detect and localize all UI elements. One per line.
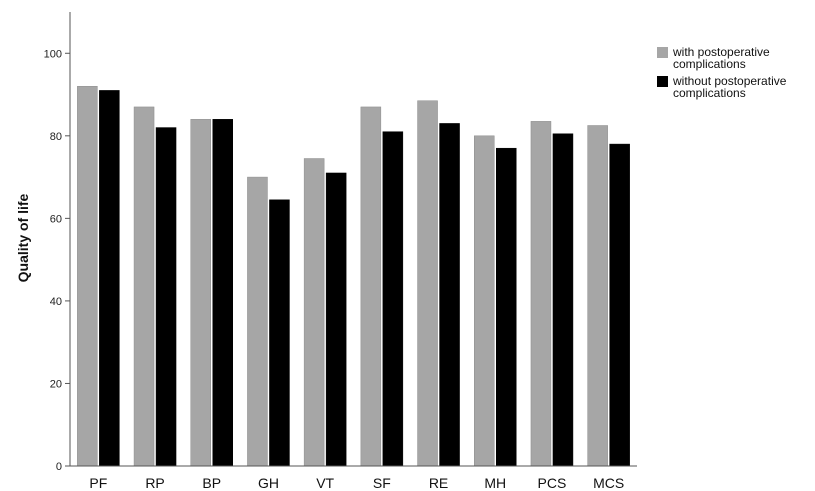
legend-label-series-2: complications	[673, 86, 746, 100]
bar-re-series-1	[417, 100, 438, 467]
bar-mcs-series-1	[587, 125, 608, 467]
legend-swatch-series-1	[657, 47, 668, 58]
y-tick-label: 80	[50, 131, 62, 143]
bar-re-series-2	[439, 123, 460, 467]
x-axis: PF RP BP GH VT SF RE MH PCS MCS	[70, 465, 637, 491]
bar-pcs-series-1	[530, 121, 552, 467]
legend-label-series-2: without postoperative	[672, 74, 787, 88]
y-tick-label: 60	[50, 213, 62, 225]
x-tick-label-mcs: MCS	[593, 475, 624, 491]
legend-label-series-1: complications	[673, 57, 746, 71]
bar-rp-series-1	[133, 106, 155, 467]
bar-pf-series-2	[99, 90, 120, 467]
x-tick-label-pcs: PCS	[538, 475, 567, 491]
y-tick-label: 40	[50, 296, 62, 308]
bar-pf-series-1	[77, 86, 98, 467]
x-tick-label-pf: PF	[89, 475, 107, 491]
x-tick-label-gh: GH	[258, 475, 279, 491]
bar-bp-series-1	[190, 119, 211, 467]
bar-mh-series-1	[474, 135, 495, 467]
bar-pcs-series-2	[552, 133, 574, 467]
y-axis-title: Quality of life	[15, 193, 31, 282]
bar-gh-series-1	[247, 176, 268, 467]
x-tick-label-mh: MH	[484, 475, 506, 491]
bar-sf-series-2	[382, 131, 404, 467]
bar-gh-series-2	[269, 199, 290, 467]
x-tick-label-re: RE	[429, 475, 448, 491]
y-tick-label: 20	[50, 378, 62, 390]
legend-label-series-1: with postoperative	[672, 45, 770, 59]
x-tick-label-rp: RP	[145, 475, 164, 491]
y-tick-label: 0	[56, 461, 62, 473]
bars	[77, 86, 630, 467]
legend-swatch-series-2	[657, 76, 668, 87]
bar-rp-series-2	[155, 127, 177, 467]
bar-vt-series-1	[303, 158, 325, 467]
bar-sf-series-1	[360, 106, 382, 467]
bar-mcs-series-2	[609, 143, 630, 467]
x-tick-label-vt: VT	[316, 475, 334, 491]
bar-mh-series-2	[496, 147, 517, 467]
bar-vt-series-2	[325, 172, 347, 467]
x-tick-label-sf: SF	[373, 475, 391, 491]
x-tick-label-bp: BP	[202, 475, 221, 491]
y-axis: 0 20 40 60 80 100	[44, 12, 71, 473]
y-tick-label: 100	[44, 48, 62, 60]
bar-bp-series-2	[212, 119, 233, 467]
